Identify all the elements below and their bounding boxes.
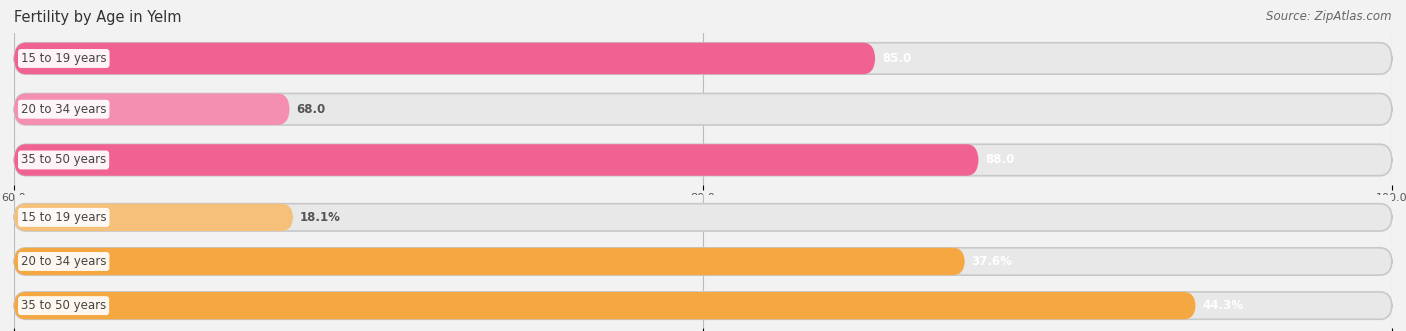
FancyBboxPatch shape — [14, 292, 1195, 319]
FancyBboxPatch shape — [14, 43, 876, 74]
FancyBboxPatch shape — [14, 144, 1392, 176]
FancyBboxPatch shape — [14, 93, 1392, 125]
Text: Fertility by Age in Yelm: Fertility by Age in Yelm — [14, 10, 181, 25]
Text: 18.1%: 18.1% — [299, 211, 340, 224]
FancyBboxPatch shape — [14, 248, 1392, 275]
Text: 35 to 50 years: 35 to 50 years — [21, 154, 107, 166]
Text: 44.3%: 44.3% — [1202, 299, 1243, 312]
FancyBboxPatch shape — [14, 292, 1392, 319]
Text: Source: ZipAtlas.com: Source: ZipAtlas.com — [1267, 10, 1392, 23]
Text: 35 to 50 years: 35 to 50 years — [21, 299, 107, 312]
Text: 15 to 19 years: 15 to 19 years — [21, 211, 107, 224]
Text: 37.6%: 37.6% — [972, 255, 1012, 268]
Text: 20 to 34 years: 20 to 34 years — [21, 103, 107, 116]
Text: 15 to 19 years: 15 to 19 years — [21, 52, 107, 65]
FancyBboxPatch shape — [14, 93, 290, 125]
Text: 68.0: 68.0 — [297, 103, 326, 116]
FancyBboxPatch shape — [14, 204, 292, 231]
FancyBboxPatch shape — [14, 43, 1392, 74]
FancyBboxPatch shape — [14, 144, 979, 176]
Text: 20 to 34 years: 20 to 34 years — [21, 255, 107, 268]
FancyBboxPatch shape — [14, 204, 1392, 231]
Text: 88.0: 88.0 — [986, 154, 1015, 166]
FancyBboxPatch shape — [14, 248, 965, 275]
Text: 85.0: 85.0 — [882, 52, 911, 65]
